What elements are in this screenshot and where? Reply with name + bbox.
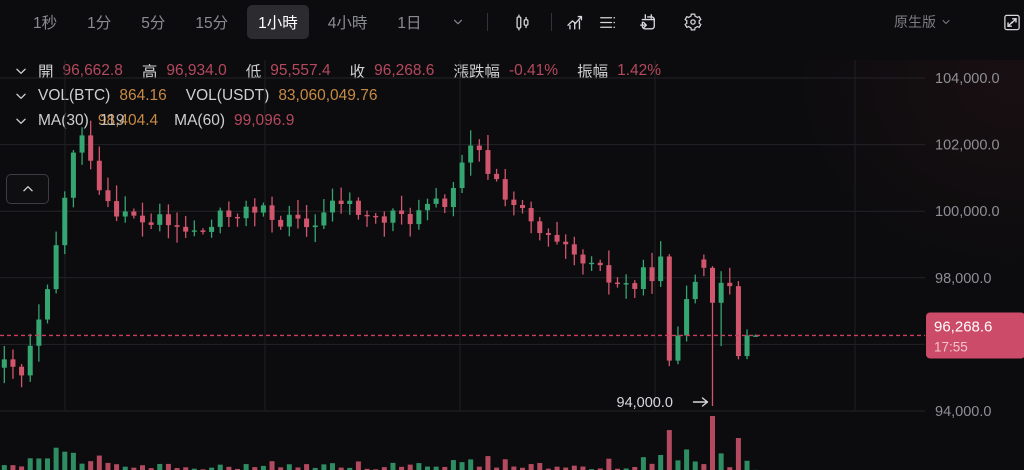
svg-text:17:55: 17:55 [934,339,968,354]
svg-text:94,000.0: 94,000.0 [617,395,673,411]
svg-text:102,000.0: 102,000.0 [935,138,1000,154]
svg-text:94,000.0: 94,000.0 [935,404,991,420]
svg-text:98,000.0: 98,000.0 [935,271,991,287]
svg-text:104,000.0: 104,000.0 [935,71,1000,87]
svg-text:96,268.6: 96,268.6 [934,318,992,335]
svg-text:100,000.0: 100,000.0 [935,204,1000,220]
